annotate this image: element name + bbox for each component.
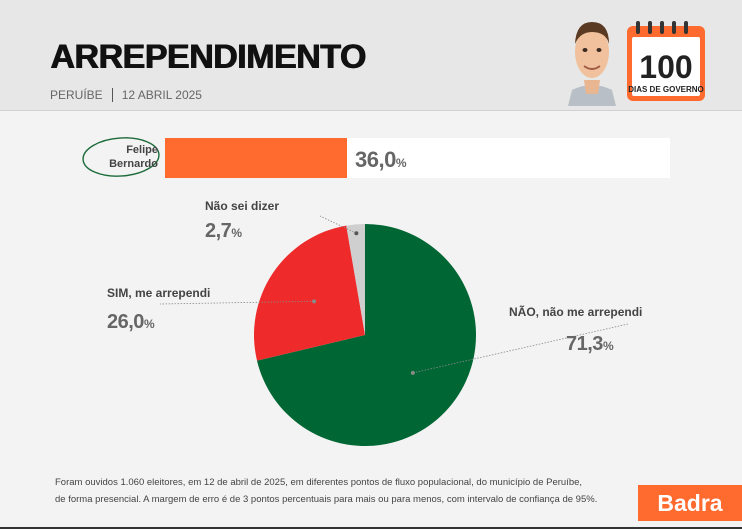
highlight-ellipse-icon (82, 137, 160, 177)
pie-slice-nao-leader-dot (410, 370, 415, 375)
footnote-line-2: de forma presencial. A margem de erro é … (55, 494, 598, 505)
slice-value-nao: 71,3% (566, 333, 614, 355)
pie-slice-nao-leader-line (412, 323, 629, 374)
slice-value-nao-sei: 2,7% (205, 220, 242, 242)
pie-slice-sim-leader-dot (312, 299, 317, 304)
bar-fill (165, 138, 347, 178)
subtitle-line: PERUÍBE 12 ABRIL 2025 (50, 88, 202, 102)
methodology-footnote: Foram ouvidos 1.060 eleitores, em 12 de … (55, 474, 615, 508)
bar-track (165, 138, 670, 178)
bar-category-label: Felipe Bernardo (100, 143, 158, 171)
page-title: ARREPENDIMENTO (50, 38, 366, 76)
brand-logo: Badra (638, 485, 742, 521)
politician-portrait-icon (568, 22, 616, 106)
date-label: 12 ABRIL 2025 (121, 88, 202, 102)
calendar-caption: DIAS DE GOVERNO (628, 85, 704, 94)
calendar-number: 100 (639, 49, 692, 85)
subtitle-divider (111, 88, 113, 102)
bar-value-label: 36,0% (355, 147, 407, 172)
calendar-icon: 100 DIAS DE GOVERNO (627, 21, 705, 101)
pie-slice-nao-sei-leader-line (319, 215, 357, 234)
pie-slice-nao-sei (346, 224, 365, 335)
bar-category-line-1: Felipe (126, 144, 158, 156)
location-label: PERUÍBE (50, 88, 103, 102)
footnote-line-1: Foram ouvidos 1.060 eleitores, em 12 de … (55, 477, 583, 488)
slice-label-sim: SIM, me arrependi (107, 286, 211, 300)
pie-slice-nao-sei-leader-dot (354, 231, 359, 236)
pie-slice-sim (254, 225, 365, 361)
bottom-rule (0, 527, 742, 529)
header: ARREPENDIMENTO PERUÍBE 12 ABRIL 2025 (0, 0, 742, 111)
slice-label-nao: NÃO, não me arrependi (509, 305, 643, 319)
bar-category-line-2: Bernardo (109, 158, 158, 170)
pie-slice-nao (256, 224, 477, 446)
slice-label-nao-sei: Não sei dizer (205, 199, 280, 213)
slice-value-sim: 26,0% (107, 311, 155, 333)
